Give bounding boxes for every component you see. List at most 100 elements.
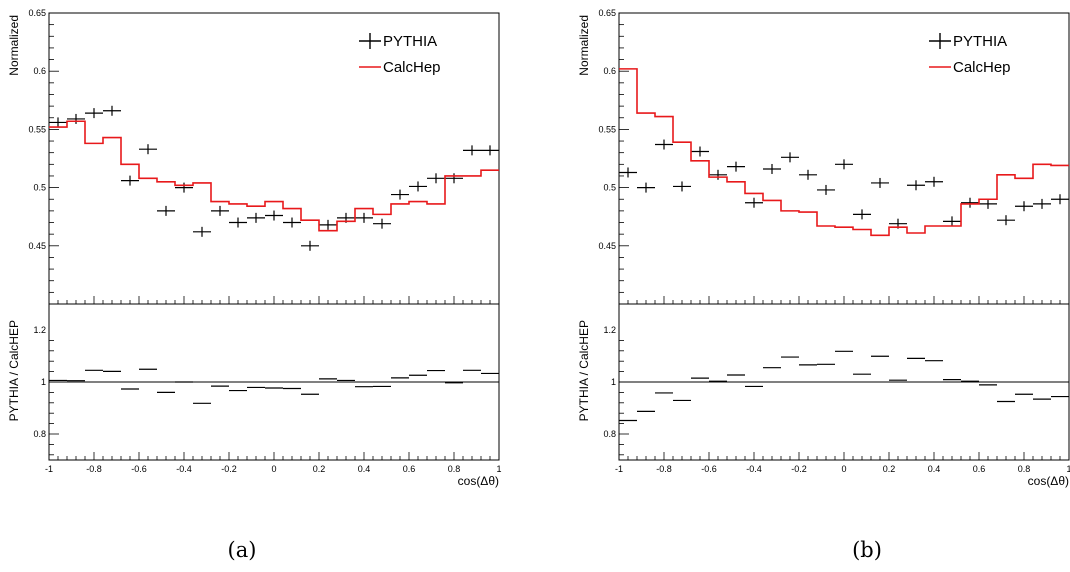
pythia-point — [961, 197, 979, 208]
y-tick-label: 0.6 — [33, 66, 46, 76]
x-tick-label: 0.6 — [973, 464, 986, 474]
x-tick-label: -1 — [615, 464, 623, 474]
x-tick-label: 0.4 — [358, 464, 371, 474]
pythia-point — [799, 169, 817, 180]
chart-panel-1: -1 -0.8 -0.6 -0.4 -0.2 0 0.2 0.4 0.6 0.8 1 0.45 0.5 0… — [7, 8, 502, 488]
pythia-point — [409, 181, 427, 192]
pythia-point — [445, 173, 463, 184]
pythia-point — [763, 163, 781, 174]
x-tick-label: -1 — [45, 464, 53, 474]
ratio-y-axis-title: PYTHIA / CalcHEP — [7, 320, 21, 421]
pythia-point — [193, 226, 211, 237]
legend-calchep-label: CalcHep — [383, 59, 441, 76]
pythia-point — [943, 216, 961, 227]
pythia-point — [781, 152, 799, 163]
x-tick-label: 0.8 — [448, 464, 461, 474]
pythia-point — [139, 144, 157, 155]
pythia-point — [907, 180, 925, 191]
x-tick-label: -0.8 — [86, 464, 102, 474]
x-tick-label: 0 — [841, 464, 846, 474]
ratio-y-tick-label: 1 — [41, 377, 46, 387]
pythia-point — [619, 167, 637, 178]
pythia-point — [121, 175, 139, 186]
pythia-point — [871, 177, 889, 188]
pythia-point — [691, 146, 709, 157]
y-tick-label: 0.45 — [598, 241, 616, 251]
x-tick-label: -0.6 — [131, 464, 147, 474]
y-tick-label: 0.55 — [28, 124, 46, 134]
pythia-point — [85, 108, 103, 119]
pythia-point — [925, 176, 943, 187]
pythia-point — [709, 169, 727, 180]
subfigure-caption: (b) — [852, 538, 882, 562]
pythia-point — [211, 205, 229, 216]
y-tick-label: 0.5 — [603, 183, 616, 193]
top-plot-frame — [48, 12, 500, 305]
pythia-point — [655, 139, 673, 150]
pythia-point — [157, 205, 175, 216]
x-tick-label: -0.2 — [221, 464, 237, 474]
y-axis-title: Normalized — [7, 15, 21, 76]
pythia-point — [103, 105, 121, 116]
pythia-point — [745, 197, 763, 208]
ratio-y-tick-label: 0.8 — [33, 429, 46, 439]
x-tick-label: -0.2 — [791, 464, 807, 474]
ratio-y-tick-label: 1 — [611, 377, 616, 387]
pythia-point — [463, 145, 481, 156]
chart-panel-2: -1 -0.8 -0.6 -0.4 -0.2 0 0.2 0.4 0.6 0.8 1 0.45 0.5 0… — [577, 8, 1070, 488]
pythia-point — [817, 184, 835, 195]
y-tick-label: 0.45 — [28, 241, 46, 251]
ratio-y-tick-label: 1.2 — [603, 325, 616, 335]
x-tick-label: 1 — [1066, 464, 1070, 474]
pythia-point — [1033, 198, 1051, 209]
pythia-point — [637, 182, 655, 193]
x-tick-label: -0.4 — [746, 464, 762, 474]
x-tick-label: 0.8 — [1018, 464, 1031, 474]
legend: PYTHIA CalcHep — [929, 33, 1011, 76]
x-tick-label: 1 — [496, 464, 501, 474]
pythia-point — [835, 159, 853, 170]
calchep-step-line — [619, 68, 1069, 237]
x-tick-label: -0.8 — [656, 464, 672, 474]
pythia-point — [853, 209, 871, 220]
legend-calchep-label: CalcHep — [953, 59, 1011, 76]
x-tick-label: 0.2 — [313, 464, 326, 474]
y-tick-label: 0.6 — [603, 66, 616, 76]
x-tick-label: 0.6 — [403, 464, 416, 474]
pythia-point — [49, 117, 67, 128]
y-tick-label: 0.65 — [28, 8, 46, 18]
y-tick-label: 0.55 — [598, 124, 616, 134]
x-tick-label: 0.2 — [883, 464, 896, 474]
legend: PYTHIA CalcHep — [359, 33, 441, 76]
pythia-point — [247, 212, 265, 223]
x-tick-label: -0.4 — [176, 464, 192, 474]
pythia-point — [673, 181, 691, 192]
pythia-point — [979, 198, 997, 209]
pythia-point — [481, 145, 499, 156]
pythia-point — [1015, 201, 1033, 212]
y-axis-title: Normalized — [577, 15, 591, 76]
pythia-point — [319, 219, 337, 230]
x-tick-label: 0 — [271, 464, 276, 474]
pythia-point — [229, 217, 247, 228]
x-axis-title: cos(Δθ) — [458, 474, 499, 488]
pythia-point — [373, 218, 391, 229]
x-tick-label: 0.4 — [928, 464, 941, 474]
pythia-point — [175, 182, 193, 193]
pythia-point — [997, 215, 1015, 226]
pythia-point — [727, 161, 745, 172]
pythia-point — [391, 189, 409, 200]
calchep-step-line — [49, 120, 499, 232]
x-axis-title: cos(Δθ) — [1028, 474, 1069, 488]
top-plot-frame — [618, 12, 1070, 305]
y-tick-label: 0.5 — [33, 183, 46, 193]
pythia-point — [301, 240, 319, 251]
ratio-y-tick-label: 1.2 — [33, 325, 46, 335]
y-tick-label: 0.65 — [598, 8, 616, 18]
legend-pythia-label: PYTHIA — [383, 33, 437, 50]
pythia-point — [67, 113, 85, 124]
x-tick-label: -0.6 — [701, 464, 717, 474]
ratio-y-tick-label: 0.8 — [603, 429, 616, 439]
pythia-point — [265, 210, 283, 221]
